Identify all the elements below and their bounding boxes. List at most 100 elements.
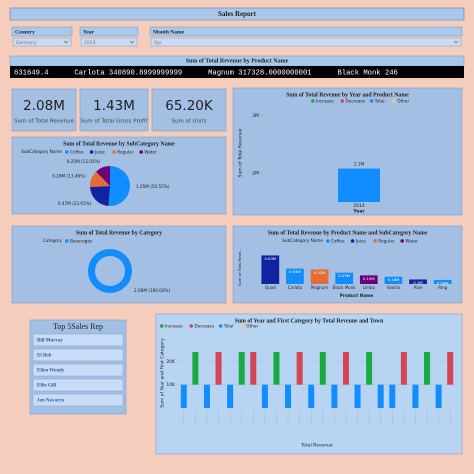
legend-label: Total [374, 98, 385, 103]
sales-rep-item [32, 363, 124, 377]
legend-marker [311, 99, 315, 103]
chart-title: Sum of Total Revenue by Year and Product… [286, 92, 409, 98]
bar [273, 352, 280, 385]
legend-label: Total [223, 323, 234, 328]
bar [359, 275, 378, 284]
chart-title: Sum of Total Revenue by Category [76, 230, 162, 236]
filter-label-box [11, 26, 73, 37]
x-tick-label: Magnum [311, 285, 329, 290]
sales-rep-name: Bill Murray [37, 338, 63, 343]
bar-label: 0.09M [437, 280, 449, 285]
bar [389, 384, 396, 408]
y-tick-label: 20K [166, 359, 176, 365]
legend-label: Regular [378, 238, 394, 243]
bar [412, 384, 419, 408]
slice [96, 166, 110, 186]
ticker-text: 631649.4 Carlota 340890.8999999999 Magnu… [14, 69, 398, 77]
x-tick-label: Vanilla [387, 285, 401, 290]
slice-label: 0.47M (22.65%) [58, 201, 92, 206]
sales-rep-item [32, 333, 124, 347]
kpi-card [11, 88, 77, 132]
bar-label: 0.25M [338, 273, 350, 278]
sales-rep-item [32, 393, 124, 407]
bar [192, 352, 199, 385]
kpi-card [79, 88, 149, 132]
filter-dropdown [150, 37, 462, 47]
bar [331, 384, 338, 408]
bar [335, 272, 354, 284]
legend-marker [241, 324, 245, 328]
bar [308, 384, 315, 408]
dropdown-chevron [453, 40, 459, 44]
ticker-title: Sum of Total Revenue by Product Name [186, 59, 289, 65]
bar [227, 384, 234, 408]
bar [180, 384, 187, 408]
x-axis-title: Total Revenue [300, 443, 333, 449]
legend-label: Water [144, 149, 157, 154]
dropdown-chevron [63, 40, 69, 44]
slice [108, 166, 130, 206]
bar-label: 0.63M [264, 256, 276, 261]
legend-marker [350, 239, 355, 243]
x-tick-label: Ring [438, 285, 447, 290]
legend-label: Juice [94, 149, 105, 154]
bar [203, 384, 210, 408]
bar [342, 352, 349, 385]
x-tick-label: Carlota [288, 285, 303, 290]
bar [366, 352, 373, 385]
bar-label: 0.32M [314, 270, 326, 275]
legend-title: SubCategory Name [21, 149, 62, 154]
x-tick-label: Quad [265, 285, 276, 290]
x-tick-label: 2014 [353, 203, 365, 209]
legend-label: Beverages [70, 238, 92, 243]
filter-dropdown [12, 37, 72, 47]
y-tick-label: 2M [252, 171, 259, 177]
legend-marker [373, 239, 377, 243]
chart-title: Sum of Total Revenue by Product Name and… [268, 230, 428, 236]
sales-rep-name: Ellen Wendy [37, 368, 65, 373]
sales-rep-name: Ellie Gill [37, 383, 57, 388]
sales-rep-name: El Bob [37, 353, 52, 358]
kpi-value: 2.08M [23, 98, 65, 114]
bar [261, 255, 280, 284]
bar-label: 0.19M [363, 276, 375, 281]
legend-label: Decrease [345, 98, 365, 103]
bar-label: 0.1M [413, 280, 422, 285]
bar-label: 0.16M [388, 277, 400, 282]
kpi-value: 65.20K [165, 98, 214, 114]
bar [433, 279, 452, 284]
sales-rep-name: Jon Navarro [37, 398, 64, 403]
bar [215, 352, 222, 385]
slice-label: 0.28M (13.46%) [52, 173, 86, 178]
filter-dropdown [80, 37, 138, 47]
bar [354, 384, 361, 408]
x-axis-title: Product Name [340, 293, 374, 298]
kpi-card [151, 88, 227, 132]
legend-label: Coffee [70, 149, 84, 154]
bar [424, 352, 431, 385]
bar [400, 352, 407, 385]
y-axis-title: Sum of Total Reve... [237, 248, 242, 286]
x-axis-title: Year [352, 209, 365, 215]
legend-marker [392, 99, 396, 103]
legend-label: Increase [165, 323, 183, 328]
kpi-label: Sum of Total Revenue [14, 119, 74, 125]
y-tick-label: 3M [252, 113, 259, 119]
kpi-label: Sum of Units [171, 119, 206, 125]
legend-label: Juice [355, 238, 366, 243]
legend-title: Category [43, 238, 63, 243]
slice-label: 2.08M (100.00%) [134, 288, 171, 293]
legend-marker [65, 150, 69, 154]
chart-card [155, 313, 463, 455]
filter-value: Germany [16, 40, 37, 46]
dropdown-chevron [129, 40, 135, 44]
bar [409, 279, 427, 284]
legend-label: Decrease [194, 323, 214, 328]
legend-marker [340, 99, 345, 103]
bar [296, 352, 303, 385]
ticker-strip [10, 66, 464, 78]
bar [338, 168, 380, 202]
legend-label: Coffee [331, 238, 345, 243]
bar [384, 276, 403, 284]
filter-value: Apr [154, 40, 162, 46]
